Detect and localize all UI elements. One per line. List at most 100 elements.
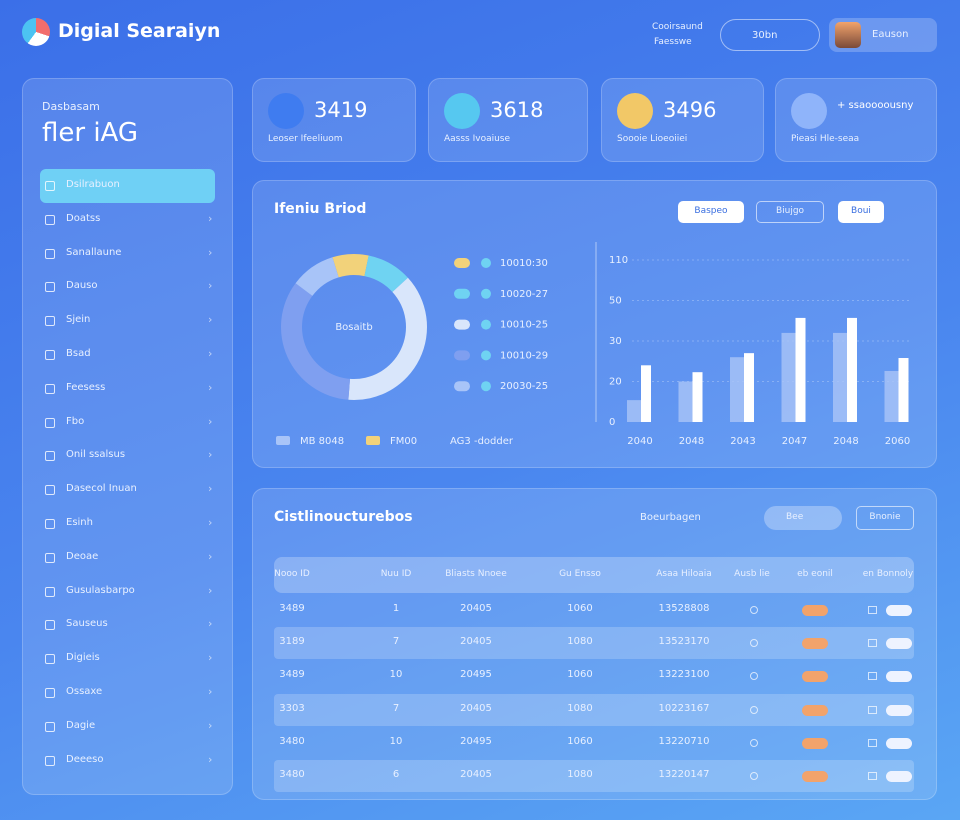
row-toggle[interactable] — [886, 737, 912, 749]
table-cell: 13528808 — [658, 603, 710, 614]
menu-item[interactable]: Deeeso — [66, 753, 104, 765]
donut-segment — [281, 283, 351, 400]
menu-icon — [45, 214, 55, 225]
filter-field-label[interactable]: Bee — [786, 512, 804, 522]
table-title: Cistlinoucturebos — [274, 509, 413, 525]
status-pill — [802, 638, 828, 650]
table-cell: 20405 — [460, 702, 492, 714]
column-header: Bliasts Nnoee — [445, 569, 507, 579]
menu-icon — [45, 721, 55, 732]
row-icon[interactable] — [868, 705, 877, 714]
table-search-hint: Boeurbagen — [640, 512, 701, 523]
stat-label: Leoser Ifeeliuom — [268, 134, 343, 144]
dropdown[interactable] — [720, 19, 820, 51]
row-icon[interactable] — [868, 639, 877, 648]
y-tick-label: 20 — [609, 377, 622, 388]
donut-segment — [295, 257, 339, 296]
filter-button-label[interactable]: Biujgo — [775, 206, 805, 216]
row-toggle[interactable] — [886, 671, 912, 683]
menu-item[interactable]: Esinh — [66, 517, 93, 528]
row-toggle[interactable] — [886, 605, 912, 616]
menu-item[interactable]: Ossaxe — [66, 686, 103, 697]
table-cell: 1060 — [567, 669, 593, 681]
x-tick-label: 2040 — [627, 436, 652, 447]
bar — [898, 358, 909, 422]
table-cell: 3480 — [279, 769, 305, 780]
row-icon[interactable] — [868, 738, 877, 747]
menu-item[interactable]: Gusulasbarpo — [66, 584, 135, 596]
filter-button[interactable] — [838, 201, 884, 223]
row-icon[interactable] — [868, 606, 877, 614]
menu-icon — [45, 688, 55, 698]
y-tick-label: 50 — [609, 296, 622, 307]
x-tick-label: 2048 — [679, 436, 704, 447]
menu-arrow: › — [208, 313, 213, 327]
menu-item[interactable]: Dasecol Inuan — [66, 483, 137, 495]
menu-item[interactable]: Dagie — [66, 719, 96, 731]
charts: 10010:30 10020-27 10010-25 10010-29 20030-25… — [276, 242, 912, 447]
search-hint: Cooirsaund — [652, 22, 703, 32]
legend-dot — [481, 319, 491, 330]
status-pill — [802, 605, 828, 616]
menu-item[interactable]: Deoae — [66, 550, 99, 562]
row-toggle[interactable] — [886, 638, 912, 650]
menu-item[interactable]: Sauseus — [66, 618, 108, 630]
row-toggle[interactable] — [886, 771, 912, 782]
filter-button-label[interactable]: Baspeo — [694, 206, 728, 216]
table-button[interactable] — [856, 506, 914, 530]
filter-button-label[interactable]: Boui — [851, 206, 871, 216]
menu-icon — [45, 417, 55, 428]
legend-note: MB 8048 — [300, 436, 344, 447]
table-header — [274, 557, 914, 593]
status-dot — [750, 672, 758, 681]
menu-item[interactable]: Feesess — [66, 381, 106, 393]
stat-value: + ssaoooousny — [837, 100, 914, 111]
row-icon[interactable] — [868, 772, 877, 780]
menu-item[interactable]: Sanallaune — [66, 246, 122, 258]
filter-button[interactable] — [678, 201, 744, 223]
table-cell: 13223100 — [658, 669, 710, 681]
note-swatch — [366, 436, 380, 445]
table-cell: 7 — [392, 636, 400, 648]
donut-segment — [348, 277, 427, 400]
x-tick-label: 2043 — [730, 436, 755, 447]
x-tick-label: 2060 — [885, 436, 910, 447]
menu-icon — [45, 181, 55, 191]
legend-label: 20030-25 — [500, 381, 548, 392]
bar — [730, 357, 744, 422]
menu-item[interactable]: Bsad — [66, 348, 91, 359]
table-cell: 3303 — [279, 702, 305, 714]
menu-item[interactable]: Doatss — [66, 212, 101, 224]
status-pill — [802, 704, 828, 716]
menu-item[interactable]: Digieis — [66, 652, 100, 664]
column-header: Nuu ID — [380, 569, 412, 579]
filter-button[interactable] — [756, 201, 824, 223]
row-icon[interactable] — [868, 672, 877, 681]
menu-item[interactable]: Onil ssalsus — [66, 449, 126, 461]
dropdown-label[interactable]: 30bn — [752, 30, 778, 41]
menu-item[interactable]: Dsilrabuon — [66, 179, 120, 190]
bar — [781, 332, 796, 422]
menu-item[interactable]: Dauso — [66, 280, 98, 292]
menu-item[interactable]: Sjein — [66, 314, 91, 326]
table-cell: 3189 — [279, 636, 305, 648]
legend-label: 10020-27 — [500, 289, 548, 300]
legend-dot — [481, 381, 491, 392]
legend-label: 10010-29 — [500, 350, 548, 361]
table-button-label[interactable]: Bnonie — [869, 512, 901, 522]
bar — [833, 332, 847, 422]
user-name[interactable]: Eauson — [872, 29, 909, 40]
brand: Digial Searaiyn — [58, 20, 221, 42]
filter-field[interactable] — [764, 506, 842, 530]
legend-swatch — [454, 258, 470, 268]
menu-arrow: › — [208, 347, 213, 360]
menu-item[interactable]: Fbo — [66, 415, 85, 427]
table-cell: 20405 — [460, 769, 492, 780]
status-dot — [750, 606, 758, 614]
bar — [847, 317, 857, 422]
table-cell: 1060 — [567, 603, 593, 614]
row-toggle[interactable] — [886, 704, 912, 716]
menu-arrow: › — [208, 414, 213, 428]
legend-swatch — [454, 319, 470, 330]
table-cell: 10 — [389, 669, 403, 681]
